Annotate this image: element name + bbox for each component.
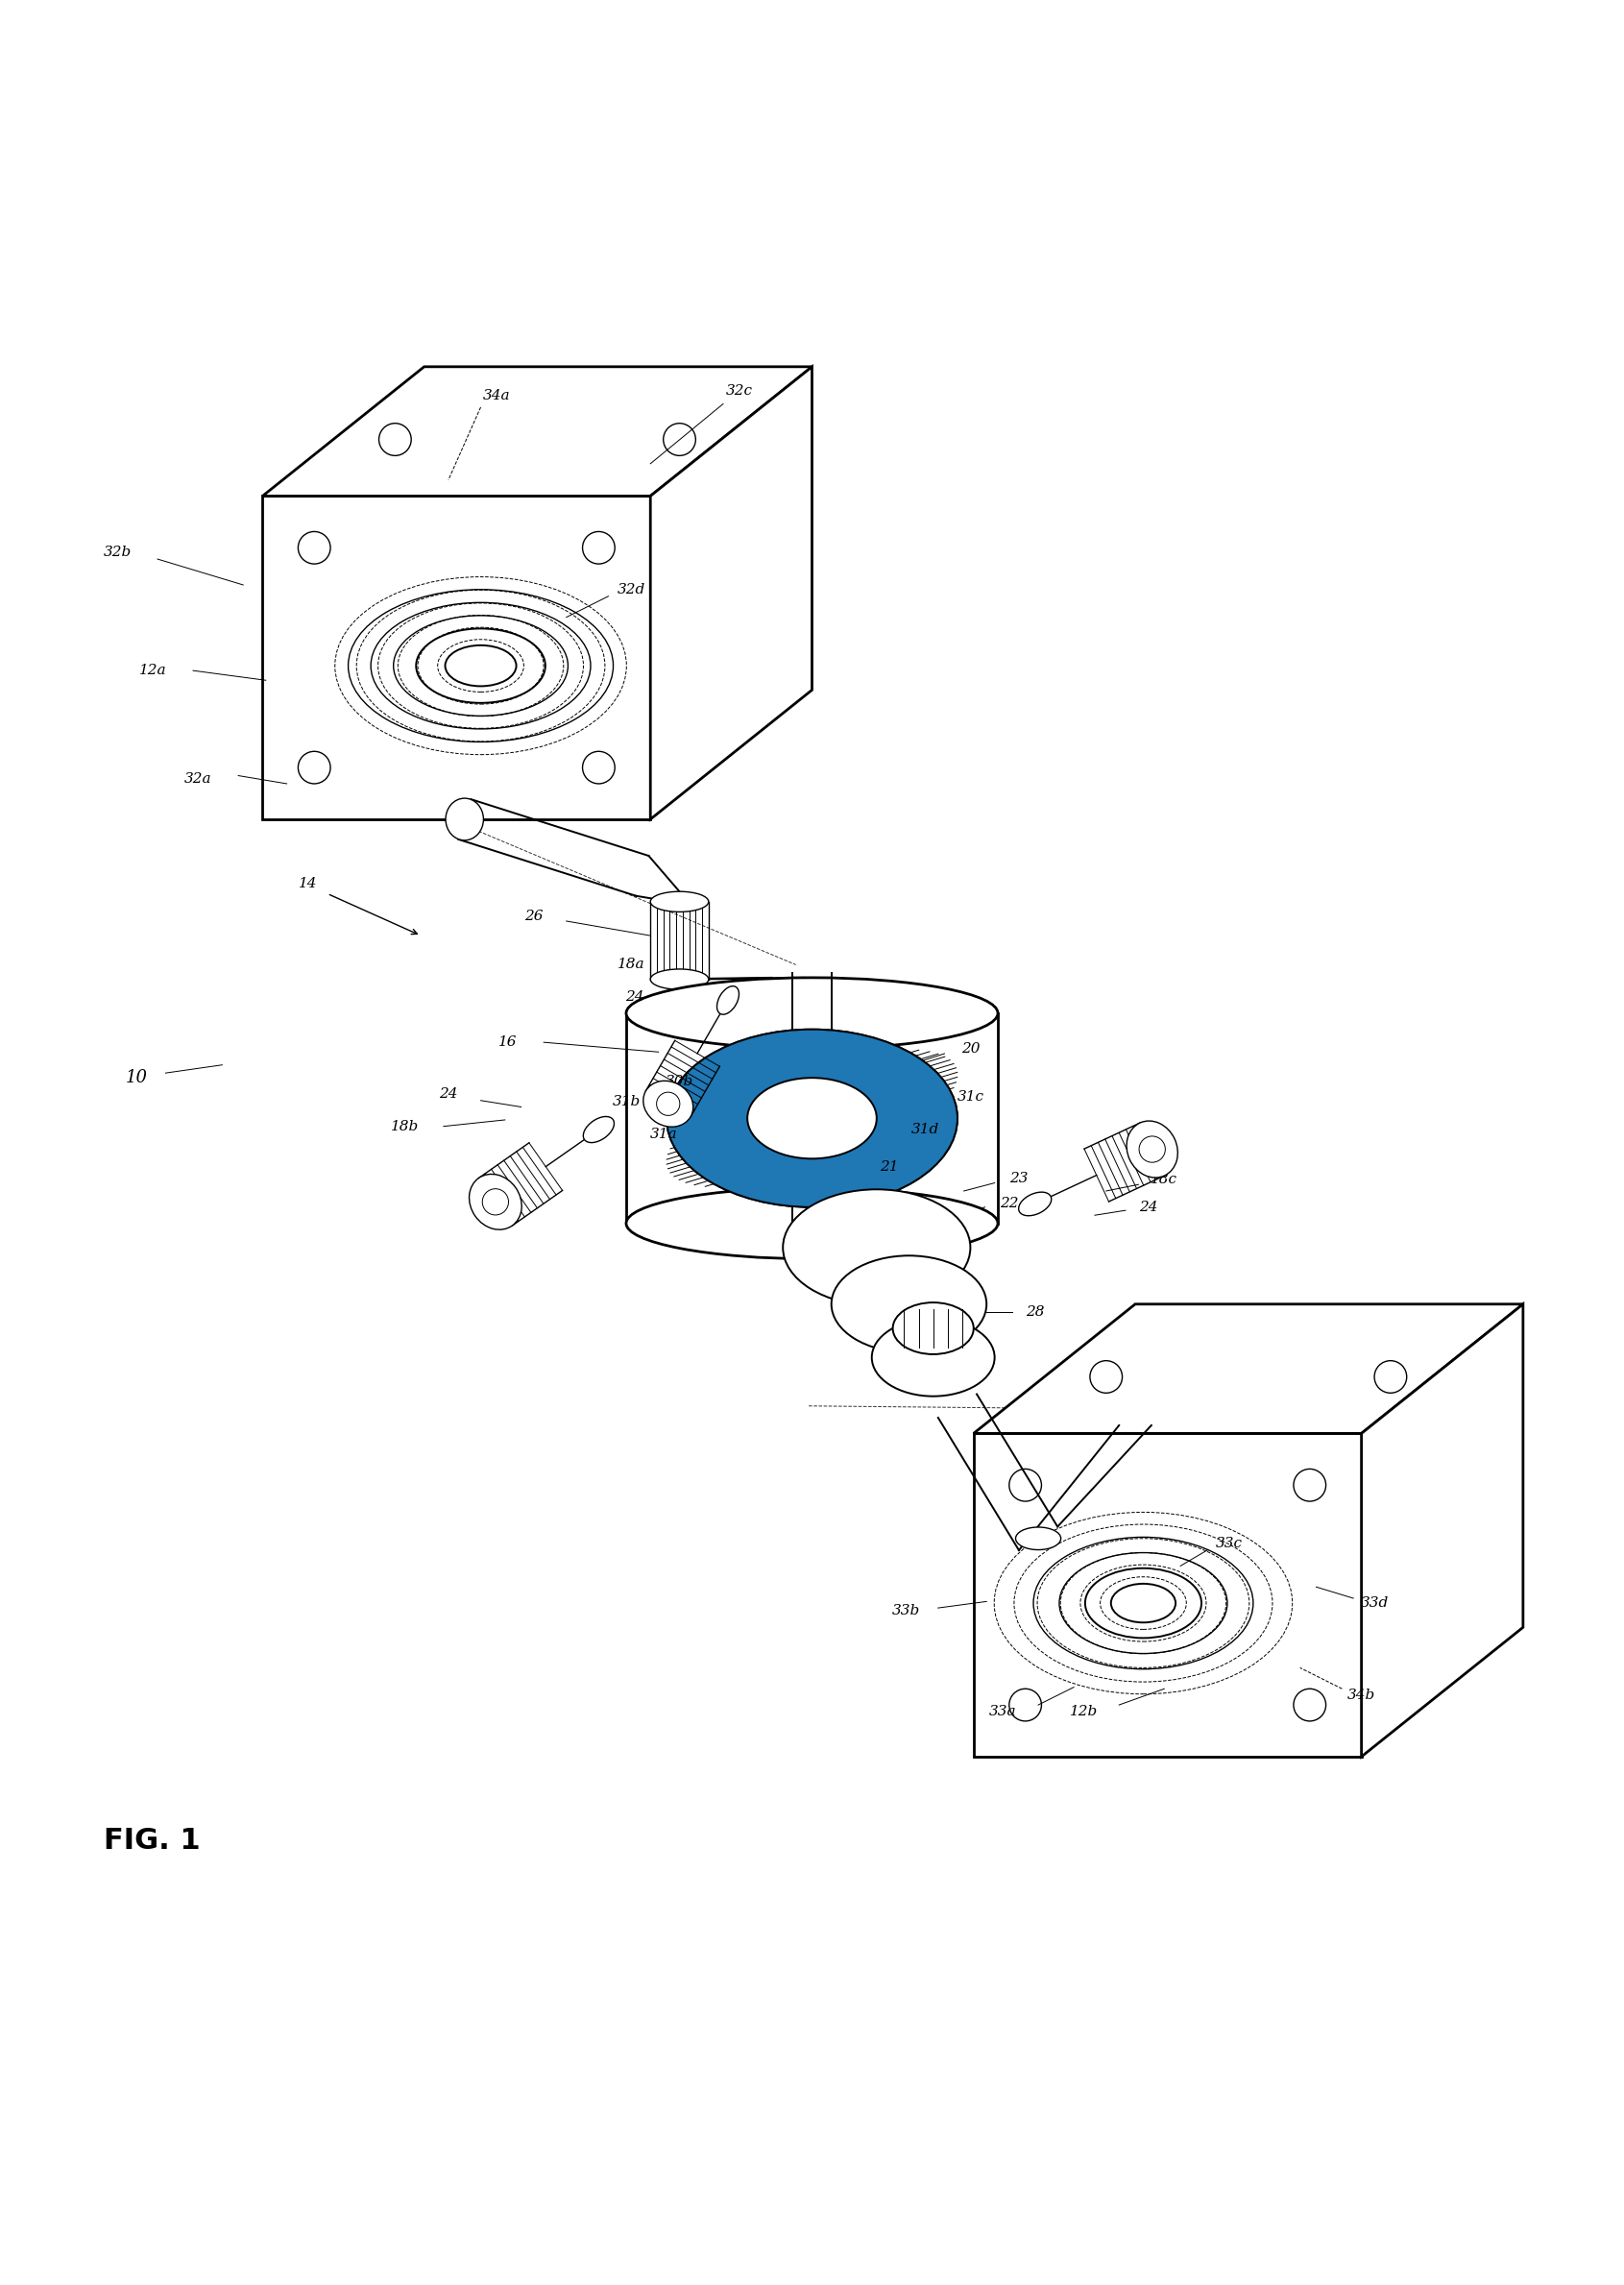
Text: 31b: 31b <box>612 1095 640 1108</box>
Ellipse shape <box>445 797 484 841</box>
Text: 24: 24 <box>1138 1200 1158 1213</box>
Text: 33b: 33b <box>892 1604 919 1618</box>
Text: 21: 21 <box>880 1161 900 1174</box>
Text: 33c: 33c <box>1215 1536 1242 1549</box>
Text: 32c: 32c <box>726 384 754 398</box>
Ellipse shape <box>716 987 739 1015</box>
Polygon shape <box>974 1433 1361 1757</box>
Text: 30b: 30b <box>666 1074 693 1088</box>
Text: 34a: 34a <box>482 388 510 402</box>
Ellipse shape <box>747 1079 877 1158</box>
Text: 33a: 33a <box>989 1705 1017 1718</box>
Ellipse shape <box>783 1190 971 1305</box>
Text: 10: 10 <box>125 1069 148 1085</box>
Text: 32a: 32a <box>184 772 211 786</box>
Text: 24: 24 <box>625 989 643 1003</box>
Text: 23: 23 <box>1010 1172 1028 1186</box>
Text: 32d: 32d <box>617 583 645 596</box>
Ellipse shape <box>643 1081 693 1127</box>
Text: 34b: 34b <box>1348 1689 1376 1702</box>
Polygon shape <box>263 366 812 496</box>
Ellipse shape <box>666 1028 958 1206</box>
Text: 30c: 30c <box>815 1209 841 1222</box>
Text: 18a: 18a <box>617 957 645 971</box>
Ellipse shape <box>469 1174 521 1229</box>
Ellipse shape <box>650 891 708 912</box>
Text: 31a: 31a <box>650 1129 677 1140</box>
Text: 12a: 12a <box>140 665 166 676</box>
Text: 31c: 31c <box>957 1090 984 1104</box>
Text: 21: 21 <box>875 1225 895 1238</box>
Text: 28: 28 <box>1026 1305 1044 1318</box>
Text: 31d: 31d <box>911 1122 939 1136</box>
Text: 20: 20 <box>961 1042 979 1056</box>
Text: 22: 22 <box>1000 1197 1018 1211</box>
Polygon shape <box>974 1305 1523 1433</box>
Ellipse shape <box>666 1028 958 1206</box>
Ellipse shape <box>627 978 997 1049</box>
Polygon shape <box>1361 1305 1523 1757</box>
Text: 26: 26 <box>525 909 544 923</box>
Polygon shape <box>263 496 650 820</box>
Text: 16: 16 <box>499 1035 518 1049</box>
Text: 33d: 33d <box>1361 1597 1389 1611</box>
Ellipse shape <box>1018 1193 1051 1216</box>
Text: 18c: 18c <box>1151 1172 1177 1186</box>
Text: 14: 14 <box>299 877 317 891</box>
Polygon shape <box>650 366 812 820</box>
Ellipse shape <box>627 1188 997 1259</box>
Ellipse shape <box>650 969 708 989</box>
Text: 12b: 12b <box>1070 1705 1098 1718</box>
Text: FIG. 1: FIG. 1 <box>104 1826 201 1855</box>
Ellipse shape <box>1015 1526 1060 1549</box>
Ellipse shape <box>583 1117 614 1142</box>
Ellipse shape <box>893 1302 974 1355</box>
Ellipse shape <box>831 1257 986 1353</box>
Text: 32b: 32b <box>102 546 132 560</box>
Ellipse shape <box>1127 1122 1177 1177</box>
Text: 24: 24 <box>438 1088 458 1101</box>
Text: 18b: 18b <box>391 1120 419 1133</box>
Ellipse shape <box>872 1318 994 1396</box>
